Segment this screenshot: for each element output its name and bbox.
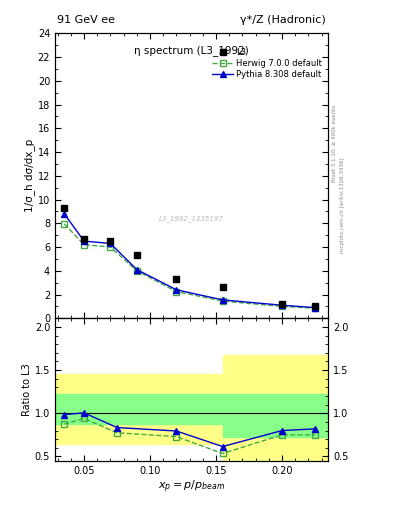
Pythia 8.308 default — [62, 211, 67, 217]
Line: Herwig 7.0.0 default: Herwig 7.0.0 default — [61, 221, 318, 311]
Pythia 8.308 default — [134, 267, 139, 273]
L3 — [220, 284, 225, 290]
Herwig 7.0.0 default — [220, 298, 225, 304]
L3 — [134, 252, 139, 259]
L3 — [108, 238, 113, 244]
L3 — [312, 303, 317, 309]
Legend: L3, Herwig 7.0.0 default, Pythia 8.308 default: L3, Herwig 7.0.0 default, Pythia 8.308 d… — [211, 46, 324, 80]
Pythia 8.308 default — [82, 238, 86, 244]
L3 — [174, 276, 179, 282]
Text: Rivet 3.1.10, ≥ 400k events: Rivet 3.1.10, ≥ 400k events — [332, 105, 337, 182]
Text: L3_1992_1335197: L3_1992_1335197 — [159, 215, 224, 222]
Text: 91 GeV ee: 91 GeV ee — [57, 14, 116, 25]
Herwig 7.0.0 default — [174, 288, 179, 294]
L3 — [62, 205, 67, 211]
Herwig 7.0.0 default — [134, 268, 139, 274]
L3 — [82, 236, 86, 242]
Text: η spectrum (L3_1992): η spectrum (L3_1992) — [134, 45, 249, 56]
Y-axis label: Ratio to L3: Ratio to L3 — [22, 363, 32, 416]
Text: mcplots.cern.ch [arXiv:1306.3436]: mcplots.cern.ch [arXiv:1306.3436] — [340, 157, 345, 252]
Herwig 7.0.0 default — [312, 305, 317, 311]
Herwig 7.0.0 default — [279, 303, 284, 309]
Line: L3: L3 — [61, 205, 318, 310]
Line: Pythia 8.308 default: Pythia 8.308 default — [61, 210, 318, 311]
Herwig 7.0.0 default — [62, 221, 67, 227]
Pythia 8.308 default — [174, 287, 179, 293]
Herwig 7.0.0 default — [82, 242, 86, 248]
Herwig 7.0.0 default — [108, 244, 113, 250]
L3 — [279, 301, 284, 307]
X-axis label: $x_p=p/p_{beam}$: $x_p=p/p_{beam}$ — [158, 478, 225, 495]
Text: γ*/Z (Hadronic): γ*/Z (Hadronic) — [240, 14, 326, 25]
Y-axis label: 1/σ_h dσ/dx_p: 1/σ_h dσ/dx_p — [24, 139, 35, 212]
Pythia 8.308 default — [279, 302, 284, 308]
Pythia 8.308 default — [220, 297, 225, 303]
Pythia 8.308 default — [312, 305, 317, 311]
Pythia 8.308 default — [108, 241, 113, 247]
